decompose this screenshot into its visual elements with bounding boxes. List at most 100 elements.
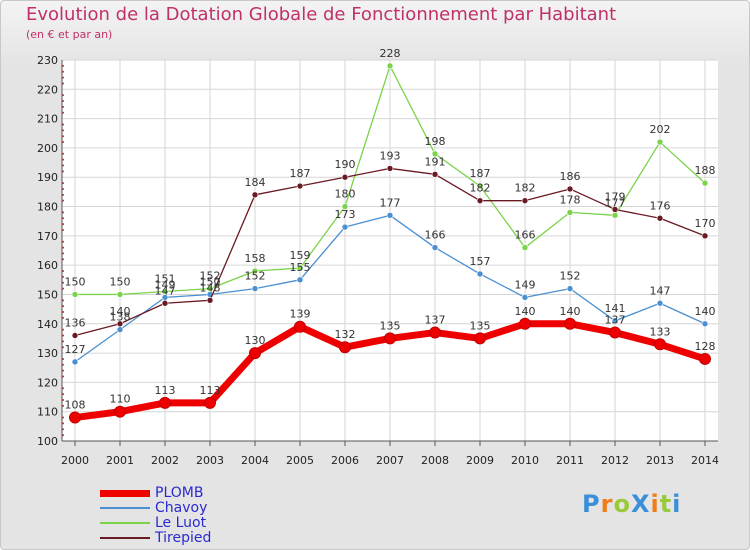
data-label-chavoy: 138: [110, 311, 131, 324]
data-point-chavoy: [476, 270, 484, 278]
data-label-tirepied: 191: [425, 155, 446, 168]
y-tick-label: 210: [37, 113, 58, 126]
logo-letter: P: [582, 490, 601, 518]
data-label-plomb: 108: [65, 399, 86, 412]
data-point-tirepied: [476, 197, 484, 204]
data-label-plomb: 135: [380, 319, 401, 332]
data-label-tirepied: 179: [605, 190, 626, 203]
data-point-tirepied: [161, 299, 169, 307]
data-label-le-luot: 188: [695, 164, 716, 177]
data-point-le-luot: [431, 150, 439, 158]
data-point-plomb: [699, 352, 711, 365]
data-label-chavoy: 152: [245, 270, 266, 283]
data-label-tirepied: 147: [155, 284, 176, 297]
data-label-le-luot: 150: [110, 275, 131, 288]
data-label-le-luot: 228: [380, 47, 401, 60]
data-point-le-luot: [251, 267, 259, 275]
data-point-tirepied: [521, 197, 529, 204]
data-label-plomb: 135: [470, 319, 491, 332]
data-point-plomb: [564, 317, 576, 330]
x-tick-label: 2000: [61, 454, 89, 467]
legend-label-plomb: PLOMB: [155, 485, 204, 501]
x-tick-label: 2004: [241, 454, 269, 467]
data-point-chavoy: [296, 276, 304, 284]
data-label-chavoy: 173: [335, 208, 356, 221]
data-label-tirepied: 190: [335, 158, 356, 171]
y-tick-label: 100: [37, 435, 58, 448]
legend-label-le-luot: Le Luot: [155, 515, 207, 531]
proxiti-logo: ProXiti: [582, 490, 681, 518]
logo-letter: X: [630, 490, 651, 518]
data-point-tirepied: [296, 182, 304, 190]
y-tick-label: 110: [37, 406, 58, 419]
data-point-le-luot: [701, 179, 709, 187]
data-label-plomb: 139: [290, 308, 311, 321]
data-label-chavoy: 140: [695, 305, 716, 318]
data-label-tirepied: 186: [560, 170, 581, 183]
data-label-le-luot: 158: [245, 252, 266, 265]
data-point-plomb: [429, 326, 441, 339]
x-tick-label: 2011: [556, 454, 584, 467]
data-label-chavoy: 149: [155, 278, 176, 291]
data-point-chavoy: [116, 326, 124, 333]
x-tick-label: 2009: [466, 454, 494, 467]
data-point-le-luot: [611, 212, 619, 219]
data-label-le-luot: 187: [470, 167, 491, 180]
data-point-chavoy: [251, 285, 259, 292]
data-label-le-luot: 177: [605, 196, 626, 209]
data-point-tirepied: [611, 206, 619, 213]
data-point-tirepied: [701, 232, 709, 240]
logo-letter: i: [650, 490, 660, 518]
x-tick-label: 2008: [421, 454, 449, 467]
data-point-plomb: [609, 326, 621, 339]
data-point-le-luot: [206, 285, 214, 292]
data-point-tirepied: [656, 214, 664, 222]
x-tick-label: 2002: [151, 454, 179, 467]
x-tick-label: 2014: [691, 454, 719, 467]
data-label-plomb: 140: [560, 305, 581, 318]
data-point-chavoy: [566, 285, 574, 292]
data-label-chavoy: 150: [200, 275, 221, 288]
legend-label-chavoy: Chavoy: [155, 500, 208, 516]
y-tick-label: 200: [37, 142, 58, 155]
y-tick-label: 160: [37, 259, 58, 272]
data-label-le-luot: 180: [335, 188, 356, 201]
x-tick-label: 2013: [646, 454, 674, 467]
data-point-chavoy: [701, 320, 709, 328]
x-tick-label: 2006: [331, 454, 359, 467]
data-point-plomb: [69, 411, 81, 424]
data-point-plomb: [114, 405, 126, 418]
x-tick-label: 2007: [376, 454, 404, 467]
data-label-tirepied: 176: [650, 199, 671, 212]
data-point-plomb: [474, 332, 486, 345]
data-point-plomb: [159, 396, 171, 409]
data-point-chavoy: [656, 299, 664, 307]
y-tick-label: 140: [37, 318, 58, 331]
data-label-le-luot: 159: [290, 249, 311, 262]
data-label-le-luot: 178: [560, 193, 581, 206]
data-label-plomb: 137: [425, 314, 446, 327]
legend-swatch-chavoy: [100, 507, 150, 509]
data-label-le-luot: 198: [425, 135, 446, 148]
data-point-chavoy: [71, 358, 79, 366]
data-point-plomb: [519, 317, 531, 330]
chart-title: Evolution de la Dotation Globale de Fonc…: [26, 4, 617, 25]
x-tick-label: 2005: [286, 454, 314, 467]
data-point-plomb: [339, 341, 351, 354]
data-point-le-luot: [296, 264, 304, 272]
data-point-le-luot: [566, 209, 574, 216]
data-point-chavoy: [521, 294, 529, 301]
legend-label-tirepied: Tirepied: [155, 530, 212, 546]
data-label-chavoy: 155: [290, 261, 311, 274]
data-label-tirepied: 170: [695, 217, 716, 230]
data-point-tirepied: [71, 332, 79, 339]
line-chart: 100 110 120 130 140 150 160 170 180 190 200 210 220 2…: [37, 47, 719, 467]
y-tick-label: 150: [37, 288, 58, 301]
x-tick-label: 2010: [511, 454, 539, 467]
data-point-tirepied: [206, 297, 214, 304]
data-point-le-luot: [161, 288, 169, 295]
data-label-plomb: 110: [110, 393, 131, 406]
data-label-chavoy: 166: [425, 229, 446, 242]
data-point-chavoy: [386, 212, 394, 219]
data-point-le-luot: [656, 138, 664, 146]
